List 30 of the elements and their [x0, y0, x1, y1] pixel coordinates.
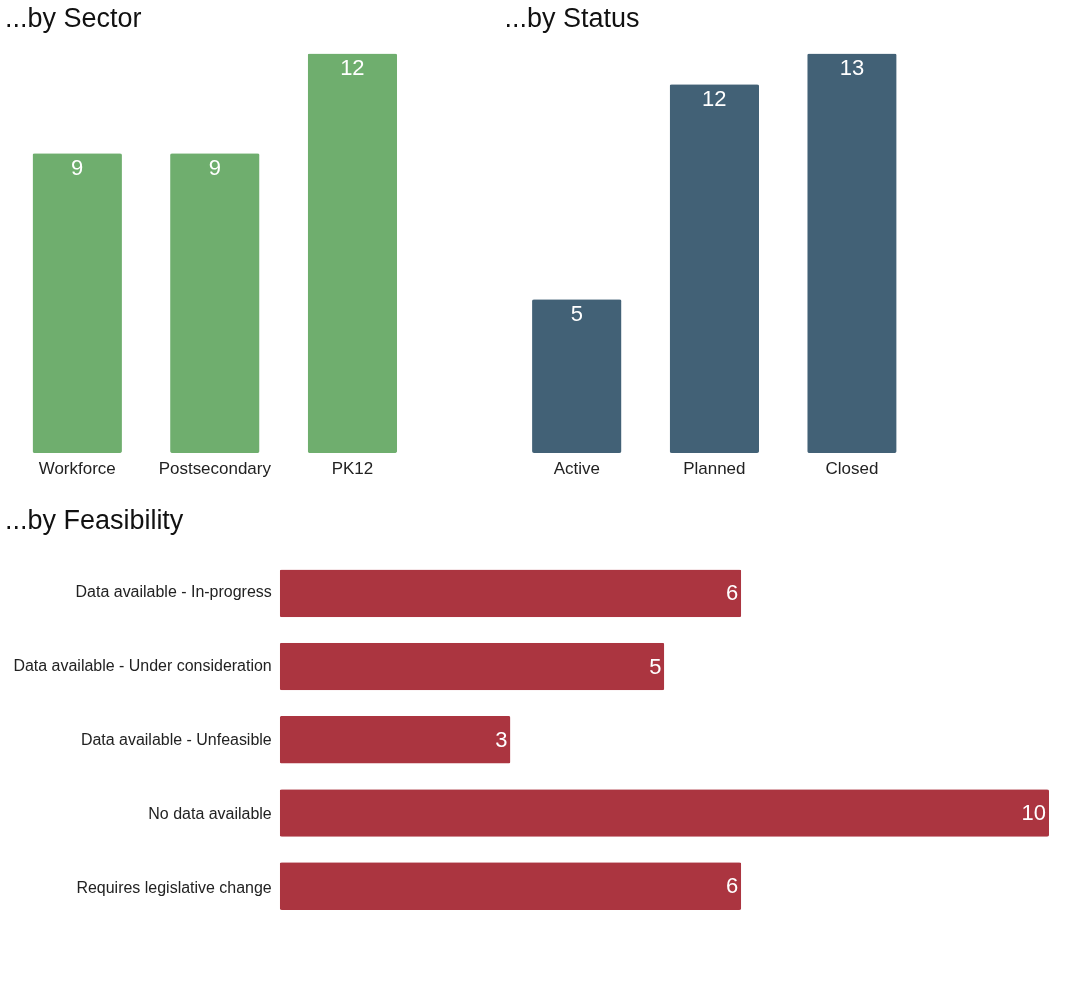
y-tick-label: No data available [148, 804, 272, 822]
y-tick-label: Data available - Under consideration [13, 656, 272, 674]
y-tick-label: Data available - Unfeasible [80, 730, 272, 748]
x-tick-label: Closed [825, 459, 879, 479]
data-label: 6 [726, 873, 739, 899]
data-label: 9 [208, 155, 221, 181]
data-label: 12 [340, 55, 365, 81]
bar [279, 862, 742, 910]
x-tick-label: Planned [683, 459, 746, 479]
data-label: 12 [702, 86, 727, 112]
x-tick-label: Active [553, 459, 600, 479]
x-tick-label: PK12 [331, 459, 374, 479]
y-tick-label: Requires legislative change [76, 878, 272, 896]
data-label: 5 [649, 653, 662, 679]
y-tick-label: Data available - In-progress [75, 582, 272, 600]
data-label: 3 [495, 726, 508, 752]
x-tick-label: Postsecondary [158, 459, 272, 479]
bar [279, 642, 665, 691]
x-tick-label: Workforce [38, 459, 116, 479]
chart-title: ...by Sector [5, 3, 142, 34]
bar [279, 789, 1050, 837]
chart-title: ...by Status [504, 3, 640, 34]
chart-title: ...by Feasibility [5, 504, 184, 535]
data-label: 5 [570, 301, 583, 327]
bar [279, 715, 511, 764]
bar [279, 569, 742, 618]
data-label: 9 [71, 155, 84, 181]
data-label: 13 [839, 55, 865, 81]
data-label: 10 [1021, 799, 1047, 825]
data-label: 6 [726, 580, 739, 606]
